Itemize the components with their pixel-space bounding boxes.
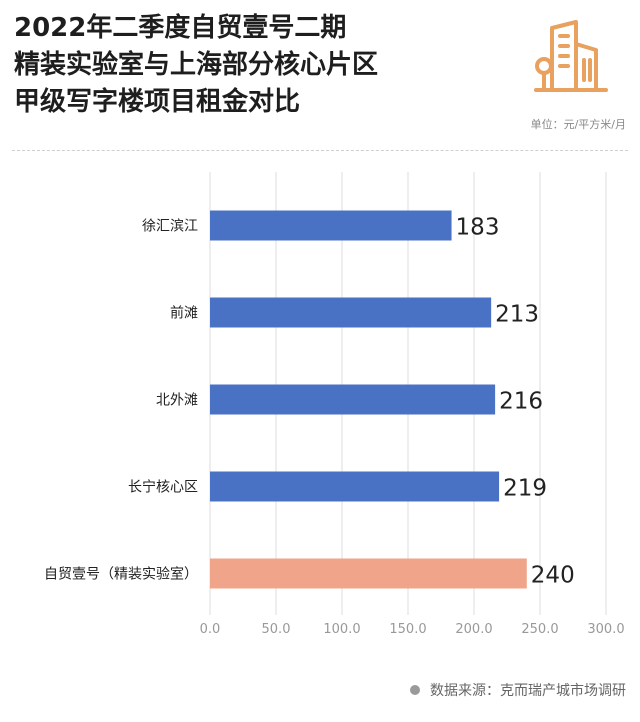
category-label: 长宁核心区	[128, 479, 198, 496]
source-text: 数据来源：克而瑞产城市场调研	[430, 683, 626, 699]
value-label: 219	[503, 476, 547, 502]
bar-chart: 0.0 50.0 100.0 150.0 200.0 250.0 300.0 徐汇滨江 183 前…	[44, 172, 625, 638]
source-dot	[410, 685, 420, 695]
bar	[210, 297, 492, 328]
value-label: 213	[495, 302, 539, 328]
source-note: 数据来源：克而瑞产城市场调研	[410, 680, 626, 700]
bar-layer	[210, 210, 527, 589]
category-label: 自贸壹号（精装实验室）	[44, 566, 198, 583]
title-line-1: 2022年二季度自贸壹号二期	[14, 13, 347, 43]
unit-label: 单位：元/平方米/月	[530, 118, 626, 131]
divider	[12, 150, 628, 151]
x-tick-label: 150.0	[389, 622, 426, 637]
x-tick-label: 300.0	[587, 622, 624, 637]
x-tick-label: 50.0	[262, 622, 291, 637]
value-label: 183	[456, 215, 500, 241]
grid-layer	[209, 172, 607, 615]
bar	[210, 558, 527, 589]
bar	[210, 210, 452, 241]
label-layer: 0.0 50.0 100.0 150.0 200.0 250.0 300.0 徐汇滨江 183 前…	[44, 215, 625, 638]
x-tick-label: 100.0	[323, 622, 360, 637]
title-line-2: 精装实验室与上海部分核心片区	[14, 50, 379, 80]
chart-title: 2022年二季度自贸壹号二期 精装实验室与上海部分核心片区 甲级写字楼项目租金对…	[14, 10, 514, 121]
bar	[210, 384, 496, 415]
bar	[210, 471, 500, 502]
title-line-3: 甲级写字楼项目租金对比	[14, 87, 301, 117]
building-icon	[534, 20, 608, 92]
category-label: 前滩	[170, 305, 198, 322]
value-label: 240	[531, 563, 575, 589]
category-label: 徐汇滨江	[142, 219, 198, 235]
x-tick-label: 250.0	[521, 622, 558, 637]
x-tick-label: 200.0	[455, 622, 492, 637]
category-label: 北外滩	[156, 393, 198, 409]
value-label: 216	[499, 389, 543, 415]
x-tick-label: 0.0	[200, 622, 221, 637]
